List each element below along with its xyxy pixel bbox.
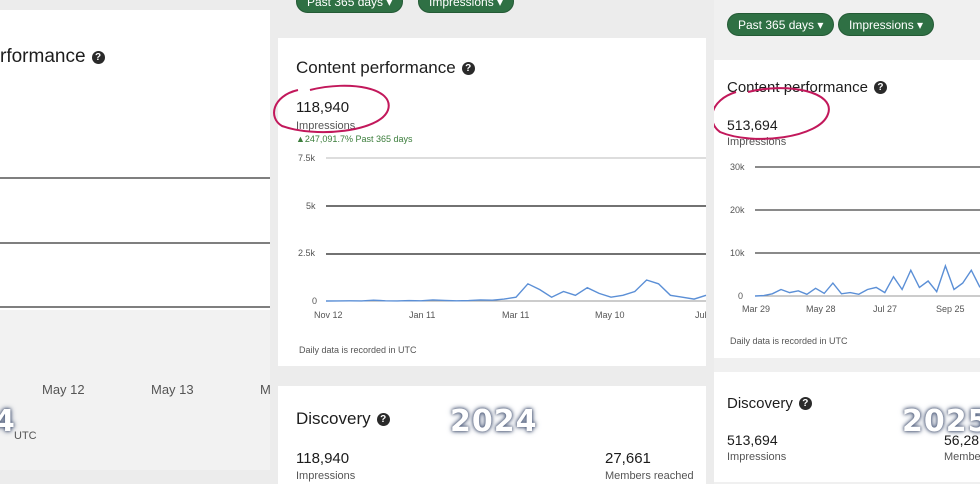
members-reached-value: 27,661 xyxy=(605,450,651,467)
discovery-title: Discovery? xyxy=(296,409,390,429)
y-tick-2: 10k xyxy=(730,248,745,258)
impressions-highlight-circle xyxy=(273,84,390,134)
impressions-series-line xyxy=(325,279,707,302)
impressions-line-chart xyxy=(325,157,707,302)
content-performance-card xyxy=(714,60,980,358)
help-icon[interactable]: ? xyxy=(91,51,105,64)
range-filter-button[interactable]: Past 365 days ▾ xyxy=(727,13,835,36)
x-tick-1: May 28 xyxy=(806,304,836,314)
impressions-series-line xyxy=(754,263,980,297)
chart-bottom-area xyxy=(0,310,270,470)
content-performance-card xyxy=(278,38,706,366)
impressions-highlight-circle xyxy=(714,87,830,140)
discovery-card xyxy=(714,372,980,482)
y-tick-3: 0 xyxy=(738,291,744,301)
discovery-title: Discovery? xyxy=(727,395,812,412)
panel-2023: rformance? May 12 May 13 M UTC 4 xyxy=(0,0,270,484)
card-title: Content performance? xyxy=(727,79,887,96)
y-tick-0: 30k xyxy=(730,162,745,172)
discovery-impressions-label: Impressions xyxy=(727,451,787,463)
help-icon[interactable]: ? xyxy=(798,397,812,410)
discovery-impressions-label: Impressions xyxy=(296,470,356,482)
discovery-impressions-value: 118,940 xyxy=(296,450,350,467)
help-icon[interactable]: ? xyxy=(461,62,475,75)
y-tick-1: 20k xyxy=(730,205,745,215)
members-reached-label: Membe xyxy=(944,451,980,463)
x-tick-2: M xyxy=(260,382,270,397)
impressions-value: 513,694 xyxy=(727,117,778,133)
gridlines xyxy=(0,177,270,308)
discovery-card xyxy=(278,386,706,484)
metric-filter-button[interactable]: Impressions ▾ xyxy=(418,0,515,13)
x-tick-2: Mar 11 xyxy=(502,310,530,320)
members-reached-label: Members reached xyxy=(605,470,694,482)
x-tick-0: May 12 xyxy=(42,382,85,397)
help-icon[interactable]: ? xyxy=(873,81,887,94)
metric-filter-button[interactable]: Impressions ▾ xyxy=(838,13,935,36)
footnote: Daily data is recorded in UTC xyxy=(730,336,848,346)
x-tick-0: Nov 12 xyxy=(314,310,343,320)
x-tick-0: Mar 29 xyxy=(742,304,771,314)
year-label: 2024 xyxy=(450,404,538,439)
card-title: Content performance? xyxy=(296,58,475,78)
x-tick-4: Jul xyxy=(695,310,707,320)
impressions-label: Impressions xyxy=(296,120,356,132)
footnote: Daily data is recorded in UTC xyxy=(299,345,417,355)
y-tick-0: 7.5k xyxy=(298,153,316,163)
x-tick-1: Jan 11 xyxy=(409,310,436,320)
y-tick-2: 2.5k xyxy=(298,248,316,258)
x-tick-3: Sep 25 xyxy=(936,304,965,314)
content-performance-card xyxy=(0,10,270,310)
footnote: UTC xyxy=(14,430,37,442)
discovery-impressions-value: 513,694 xyxy=(727,432,778,448)
card-title: rformance? xyxy=(0,46,105,68)
change-text: ▲247,091.7% Past 365 days xyxy=(296,134,413,144)
range-filter-button[interactable]: Past 365 days ▾ xyxy=(296,0,404,13)
x-tick-2: Jul 27 xyxy=(873,304,898,314)
impressions-line-chart xyxy=(754,166,980,297)
panel-2024: Past 365 days ▾ Impressions ▾ Content pe… xyxy=(270,0,714,484)
help-icon[interactable]: ? xyxy=(376,413,390,426)
members-reached-value: 56,28 xyxy=(944,432,980,448)
panel-2025: Past 365 days ▾ Impressions ▾ Content pe… xyxy=(714,0,980,484)
y-tick-1: 5k xyxy=(306,201,316,211)
year-label: 2025 xyxy=(902,404,980,439)
y-tick-3: 0 xyxy=(312,296,318,306)
year-label: 4 xyxy=(0,404,16,439)
x-tick-3: May 10 xyxy=(595,310,625,320)
impressions-value: 118,940 xyxy=(296,99,350,116)
x-tick-1: May 13 xyxy=(151,382,194,397)
